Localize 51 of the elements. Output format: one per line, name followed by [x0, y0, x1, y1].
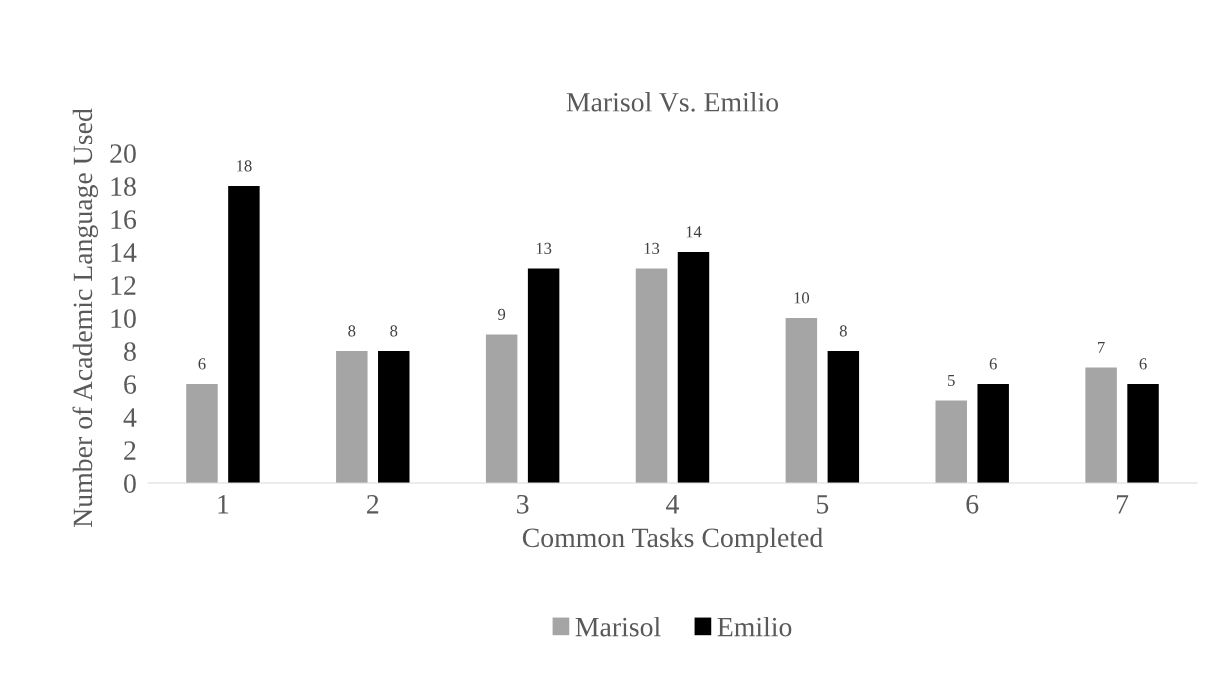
data-label: 8: [390, 325, 398, 337]
bar: [635, 268, 668, 483]
data-label: 6: [1139, 358, 1147, 370]
bar: [827, 351, 860, 483]
x-tick-label: 7: [1116, 495, 1129, 514]
y-tick-label: 0: [124, 474, 136, 493]
bar: [1127, 384, 1159, 483]
y-axis-title: Number of Academic Language Used: [72, 108, 98, 528]
y-tick-label: 8: [124, 342, 136, 361]
data-label: 8: [839, 325, 847, 337]
bar: [228, 186, 260, 483]
bar: [677, 252, 710, 483]
bar: [336, 351, 368, 483]
y-tick-label: 12: [111, 276, 136, 295]
x-tick-label: 2: [367, 494, 379, 514]
bar: [485, 334, 518, 483]
data-label: 5: [948, 374, 955, 386]
bar: [977, 384, 1009, 483]
data-label: 13: [536, 242, 552, 254]
y-tick-label: 16: [111, 210, 137, 229]
data-label: 13: [644, 242, 660, 254]
data-label: 10: [794, 292, 810, 304]
data-label: 6: [989, 358, 997, 370]
y-tick-label: 4: [123, 408, 137, 427]
y-tick-label: 14: [111, 243, 137, 262]
data-label: 9: [498, 308, 506, 320]
x-axis-title: Common Tasks Completed: [522, 527, 823, 553]
bar: [186, 384, 218, 483]
y-tick-label: 6: [124, 375, 137, 394]
bar: [1085, 367, 1117, 483]
bar: [785, 318, 818, 483]
y-tick-label: 10: [111, 309, 136, 328]
data-label: 18: [237, 160, 252, 172]
data-label: 7: [1098, 341, 1105, 353]
legend-label: Marisol: [575, 616, 661, 637]
x-tick-label: 1: [218, 495, 229, 514]
data-label: 8: [348, 325, 356, 337]
x-tick-label: 5: [817, 495, 829, 514]
bar: [527, 268, 560, 483]
legend-label: Emilio: [717, 616, 792, 637]
y-tick-label: 20: [110, 144, 136, 163]
x-tick-label: 4: [666, 495, 680, 514]
bar: [378, 351, 410, 483]
x-tick-label: 3: [517, 494, 529, 514]
y-tick-label: 2: [124, 441, 136, 460]
y-tick-label: 18: [111, 177, 136, 196]
x-tick-label: 6: [966, 494, 979, 514]
chart-title: Marisol Vs. Emilio: [566, 92, 779, 112]
data-label: 14: [686, 226, 702, 238]
data-label: 6: [198, 358, 206, 370]
bar: [935, 400, 967, 483]
